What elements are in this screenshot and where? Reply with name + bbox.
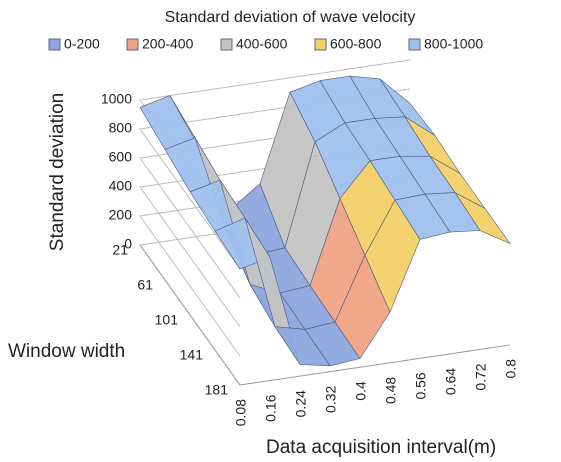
z-tick-label: 200 (109, 207, 133, 223)
z-tick-label: 1000 (101, 91, 132, 107)
legend-label: 600-800 (330, 36, 382, 52)
y-tick-label: 141 (180, 347, 204, 363)
x-tick-label: 0.16 (263, 394, 279, 421)
x-tick-label: 0.4 (353, 381, 369, 401)
y-tick-label: 21 (112, 242, 128, 258)
legend-label: 0-200 (64, 36, 100, 52)
x-tick-label: 0.56 (413, 372, 429, 399)
chart-title: Standard deviation of wave velocity (165, 9, 416, 26)
x-tick-label: 0.24 (293, 390, 309, 417)
y-tick-label: 61 (137, 277, 153, 293)
y-tick-label: 181 (205, 382, 229, 398)
x-tick-label: 0.32 (323, 385, 339, 412)
surface-cell (454, 192, 511, 245)
y-tick-label: 101 (155, 312, 179, 328)
legend-swatch (126, 38, 139, 51)
x-tick-label: 0.8 (503, 359, 519, 379)
z-tick-label: 0 (124, 236, 132, 252)
z-tick-label: 800 (109, 120, 133, 136)
z-tick-label: 400 (109, 178, 133, 194)
floor-edge (139, 244, 511, 386)
legend-swatch (408, 38, 421, 51)
z-tick-label: 600 (109, 149, 133, 165)
legend-label: 200-400 (142, 36, 194, 52)
x-tick-label: 0.64 (443, 368, 459, 395)
x-axis-title: Data acquisition interval(m) (266, 437, 496, 458)
z-axis-title: Standard deviation (47, 93, 68, 251)
x-tick-label: 0.72 (473, 363, 489, 390)
y-axis-title: Window width (8, 341, 125, 362)
x-tick-label: 0.48 (383, 377, 399, 404)
legend-label: 400-600 (236, 36, 288, 52)
legend-swatch (220, 38, 233, 51)
x-tick-label: 0.08 (233, 399, 249, 426)
legend-swatch (48, 38, 61, 51)
legend-label: 800-1000 (424, 36, 483, 52)
legend-swatch (314, 38, 327, 51)
